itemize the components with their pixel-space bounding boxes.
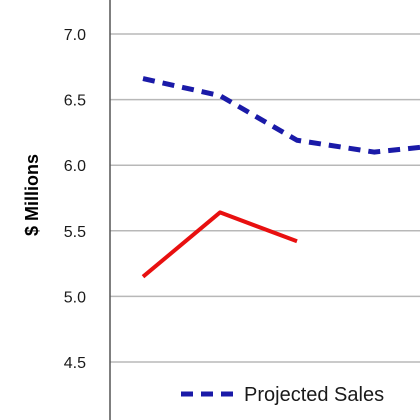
- y-tick-label: 6.5: [64, 93, 86, 110]
- y-tick-label: 4.5: [64, 355, 86, 372]
- legend: Projected Sales: [181, 384, 384, 406]
- y-tick-label: 5.0: [64, 289, 86, 306]
- series-line-actual: [141, 210, 298, 279]
- y-tick-label: 7.0: [64, 27, 86, 44]
- y-axis-title: $ Millions: [22, 154, 42, 236]
- series-lines: [141, 76, 420, 279]
- y-tick-labels: 7.0 6.5 6.0 5.5 5.0 4.5: [64, 27, 86, 372]
- y-tick-label: 5.5: [64, 224, 86, 241]
- gridlines: [110, 33, 420, 363]
- y-tick-label: 6.0: [64, 158, 86, 175]
- legend-label-projected-sales: Projected Sales: [244, 384, 384, 406]
- series-line-projected-sales: [142, 76, 420, 155]
